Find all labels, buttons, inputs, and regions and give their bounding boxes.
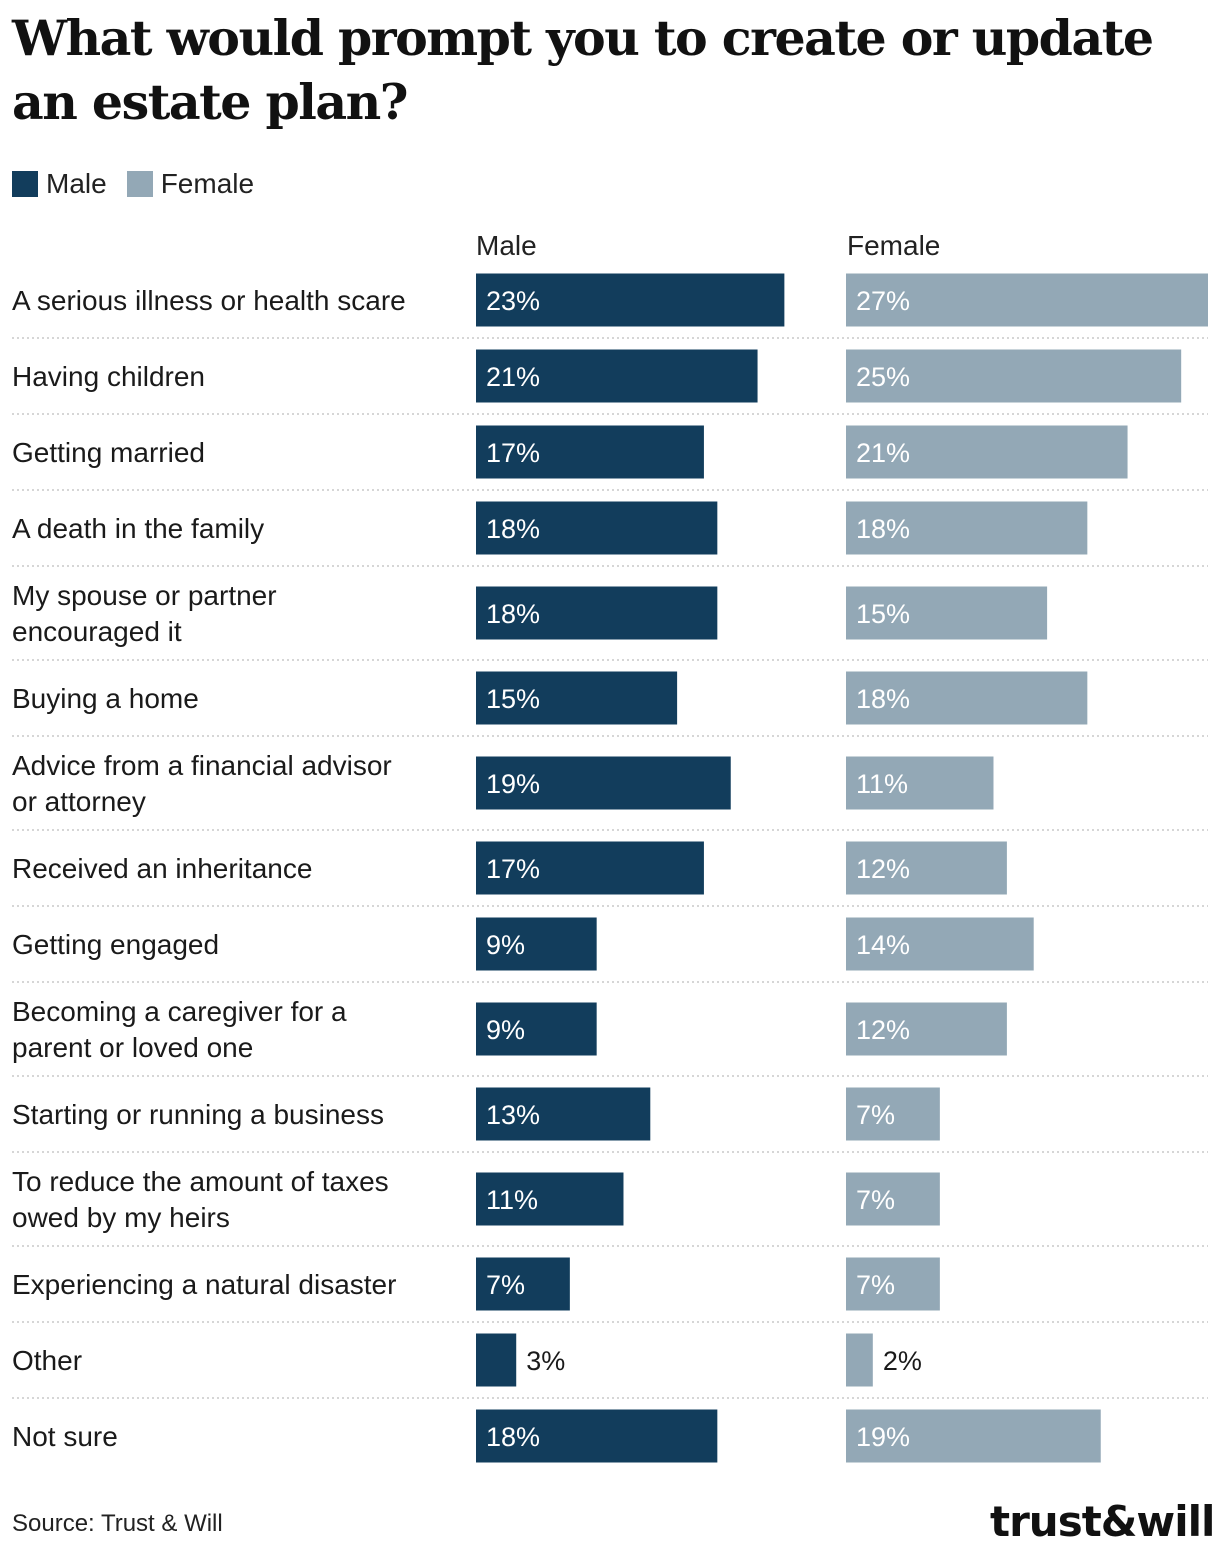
bar-male — [476, 1409, 718, 1463]
bar-male — [476, 501, 718, 555]
bar-female — [846, 425, 1128, 479]
legend: Male Female — [12, 166, 274, 202]
bar-male — [476, 349, 758, 403]
bar-female — [846, 756, 994, 810]
legend-label-male: Male — [46, 168, 107, 199]
category-label: Getting married — [12, 437, 205, 468]
category-label: Having children — [12, 361, 205, 392]
data-label-female: 21% — [856, 438, 910, 468]
legend-label-female: Female — [160, 168, 255, 199]
category-label: To reduce the amount of taxes owed by my … — [12, 1166, 389, 1233]
category-label: A death in the family — [12, 513, 264, 544]
data-label-male: 15% — [486, 684, 540, 714]
bar-male — [476, 1257, 570, 1311]
bar-female — [846, 1333, 873, 1387]
bar-female — [846, 1409, 1101, 1463]
legend-swatch-male — [12, 171, 38, 197]
source-note: Source: Trust & Will — [12, 1510, 223, 1537]
data-label-male: 11% — [486, 1185, 538, 1215]
category-label: Received an inheritance — [12, 853, 312, 884]
bar-male — [476, 425, 704, 479]
bar-female — [846, 1257, 940, 1311]
bar-female — [846, 1002, 1007, 1056]
bar-male — [476, 1172, 624, 1226]
bar-female — [846, 273, 1208, 327]
data-label-male: 18% — [486, 514, 540, 544]
data-label-female: 7% — [856, 1100, 895, 1130]
data-label-female: 18% — [856, 684, 910, 714]
category-label: Other — [12, 1345, 82, 1376]
data-label-female: 11% — [856, 769, 908, 799]
category-label: Getting engaged — [12, 929, 219, 960]
data-label-male: 19% — [486, 769, 540, 799]
bar-female — [846, 1087, 940, 1141]
bar-female — [846, 586, 1048, 640]
category-label: My spouse or partner encouraged it — [12, 580, 277, 647]
chart-title: What would prompt you to create or updat… — [12, 9, 1154, 131]
legend-swatch-female — [126, 171, 153, 197]
bar-male — [476, 841, 704, 895]
bar-male — [476, 1002, 597, 1056]
bar-male — [476, 1333, 517, 1387]
column-header-male: Male — [476, 230, 537, 261]
data-label-male: 18% — [486, 599, 540, 629]
category-label: Starting or running a business — [12, 1099, 384, 1130]
legend-item-male: Male — [12, 168, 107, 200]
data-label-male: 23% — [486, 286, 540, 316]
data-label-female: 12% — [856, 854, 910, 884]
category-label: A serious illness or health scare — [12, 285, 406, 316]
brand-logo: trust&will — [990, 1497, 1215, 1546]
data-label-male: 9% — [486, 930, 525, 960]
bar-male — [476, 671, 678, 725]
data-label-female: 2% — [883, 1346, 922, 1376]
bar-female — [846, 501, 1088, 555]
data-label-female: 7% — [856, 1270, 895, 1300]
data-label-male: 7% — [486, 1270, 525, 1300]
data-label-male: 17% — [486, 438, 540, 468]
bar-male — [476, 1087, 651, 1141]
bar-female — [846, 841, 1007, 895]
data-label-male: 17% — [486, 854, 540, 884]
bar-female — [846, 349, 1182, 403]
bar-female — [846, 917, 1034, 971]
bar-female — [846, 1172, 940, 1226]
data-label-male: 13% — [486, 1100, 540, 1130]
data-label-female: 27% — [856, 286, 910, 316]
category-label: Buying a home — [12, 683, 199, 714]
data-label-male: 3% — [526, 1346, 565, 1376]
data-label-female: 18% — [856, 514, 910, 544]
data-label-female: 15% — [856, 599, 910, 629]
category-label: Experiencing a natural disaster — [12, 1269, 396, 1300]
data-label-female: 7% — [856, 1185, 895, 1215]
bar-female — [846, 671, 1088, 725]
data-label-male: 21% — [486, 362, 540, 392]
data-label-female: 19% — [856, 1422, 910, 1452]
data-label-female: 12% — [856, 1015, 910, 1045]
column-header-female: Female — [847, 230, 941, 261]
category-label: Becoming a caregiver for a parent or love… — [12, 996, 347, 1063]
bar-chart: A serious illness or health scare 23% 27% H… — [12, 273, 1208, 1463]
bar-male — [476, 756, 731, 810]
legend-item-female: Female — [126, 168, 255, 200]
category-label: Advice from a financial advisor or attorn… — [12, 750, 392, 817]
data-label-female: 25% — [856, 362, 910, 392]
bar-male — [476, 586, 718, 640]
data-label-male: 18% — [486, 1422, 540, 1452]
category-label: Not sure — [12, 1421, 118, 1452]
bar-male — [476, 273, 785, 327]
data-label-female: 14% — [856, 930, 910, 960]
data-label-male: 9% — [486, 1015, 525, 1045]
bar-male — [476, 917, 597, 971]
